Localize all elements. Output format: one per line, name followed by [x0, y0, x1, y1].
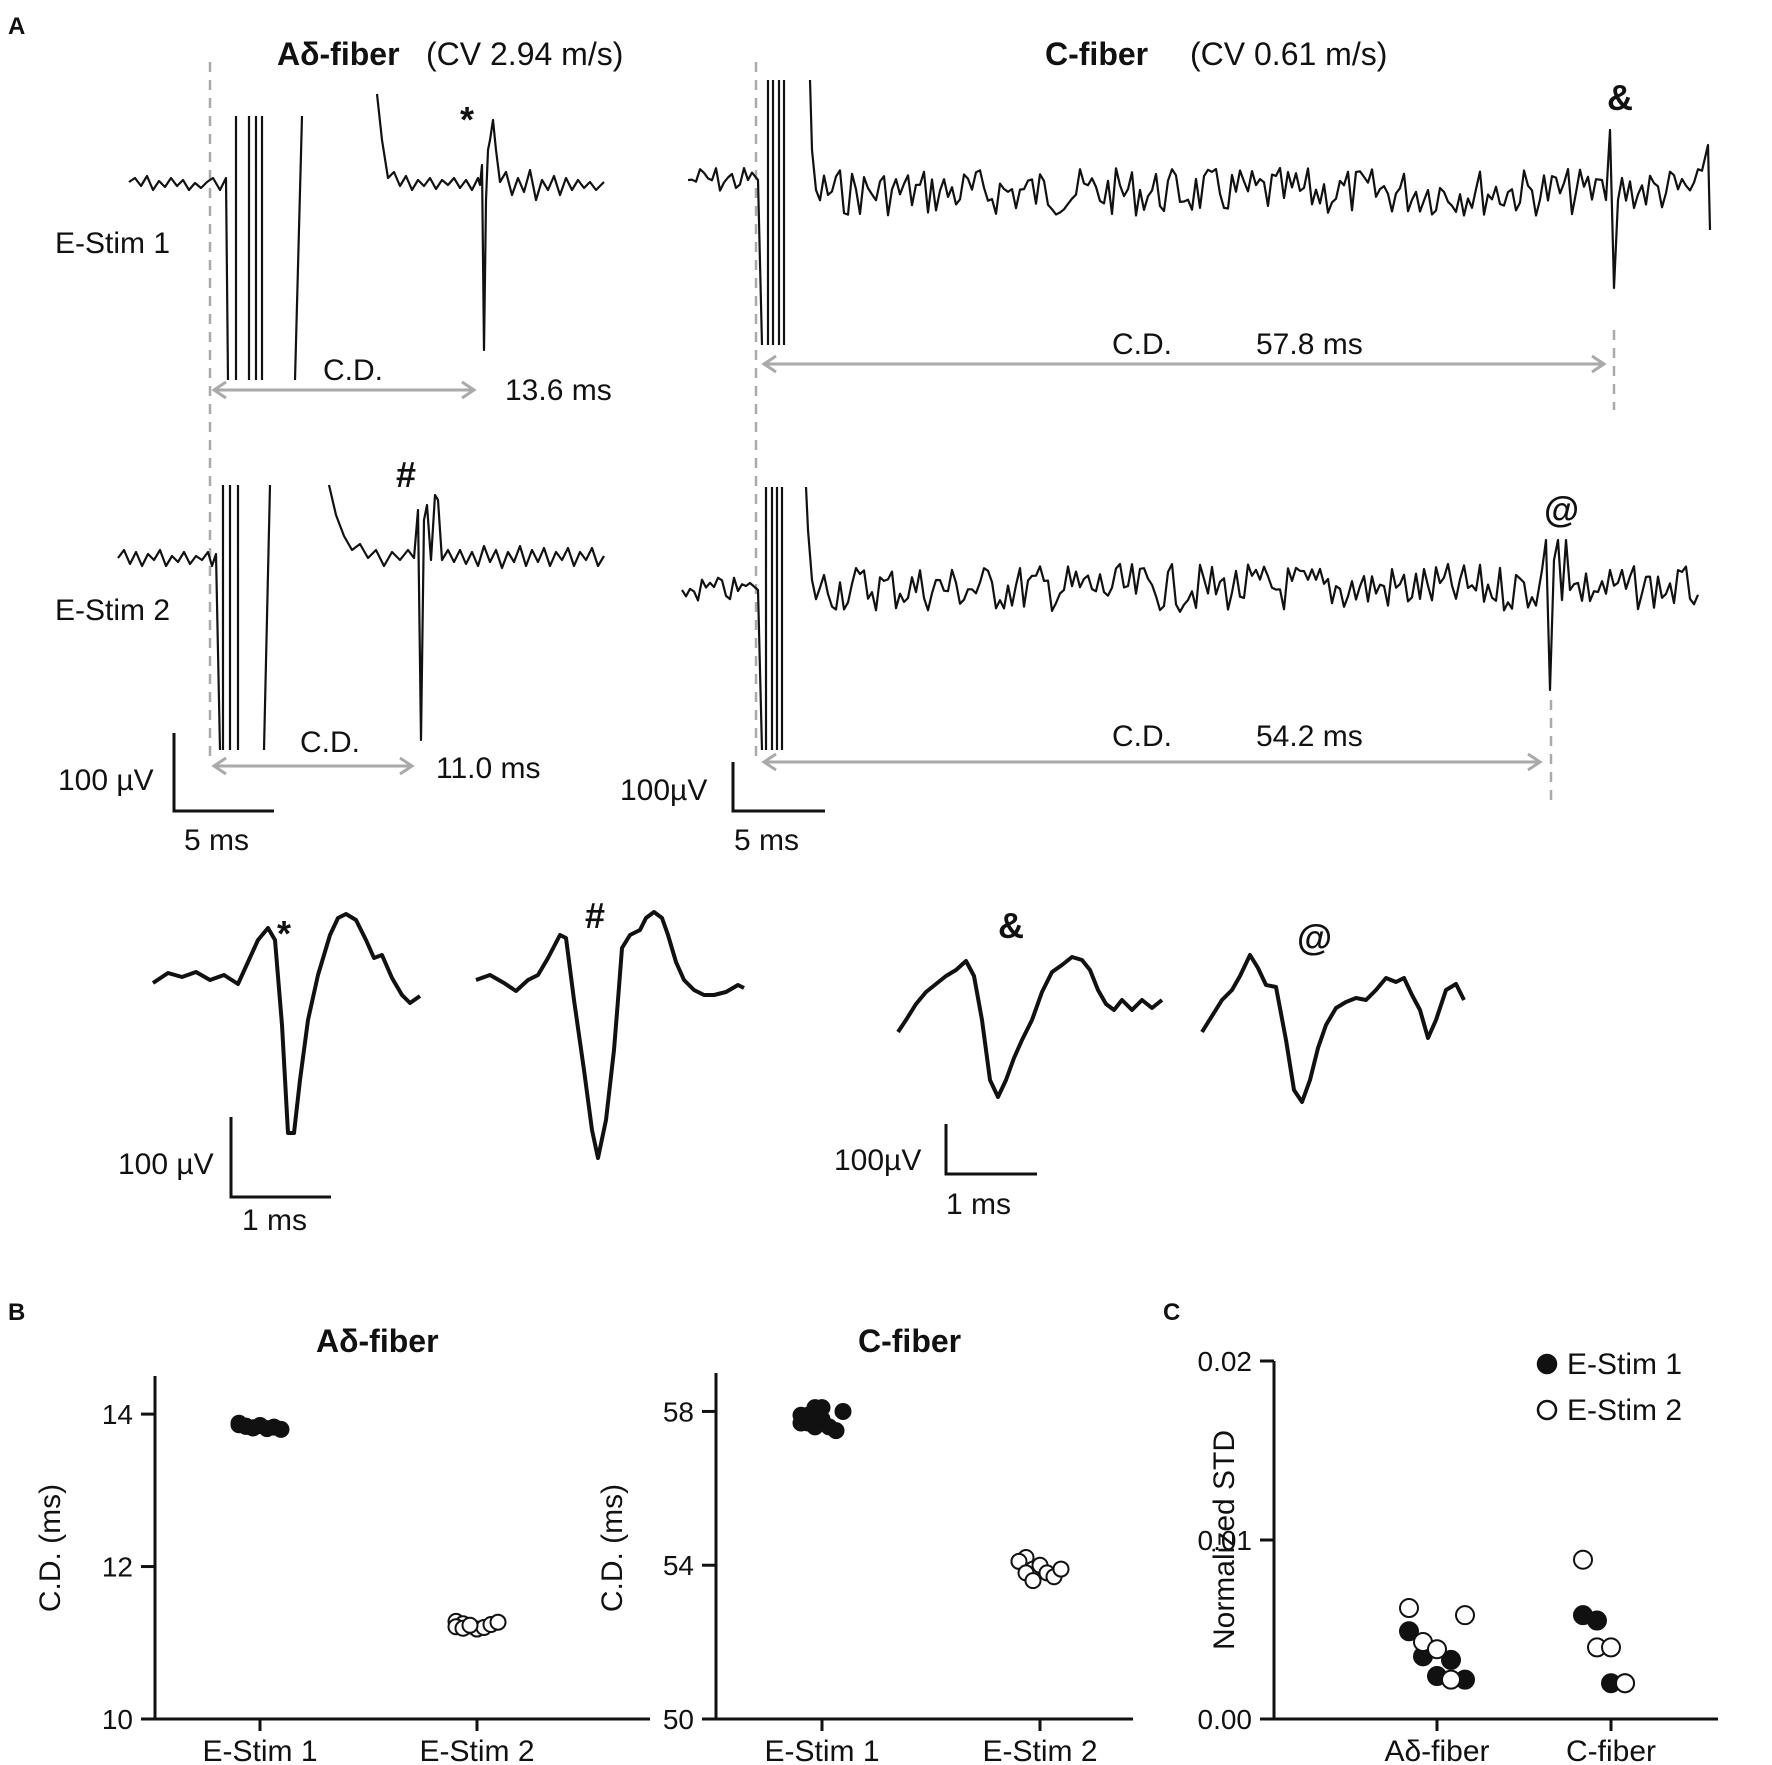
- cfiber-estim2-trace: [681, 486, 1700, 751]
- adelta-point-estim1: [272, 1420, 290, 1438]
- cfiber-scale-time: 5 ms: [734, 824, 799, 857]
- ytick-label: 54: [663, 1550, 694, 1581]
- cfiber-cv: (CV 0.61 m/s): [1190, 36, 1387, 72]
- xtick-label: C-fiber: [1566, 1735, 1656, 1765]
- zoom-adelta-scale-bar: [229, 1117, 331, 1199]
- adelta-scale-bar: [172, 733, 274, 813]
- cfiber-point-estim1: [834, 1402, 852, 1420]
- legend-estim1-swatch: [1536, 1353, 1558, 1375]
- cfiber-point-estim2: [1052, 1560, 1070, 1578]
- adelta-estim1-trace: [128, 93, 605, 381]
- row2-label: E-Stim 2: [55, 594, 170, 627]
- std-point-estim1: [1441, 1649, 1461, 1670]
- zoom-cfiber-scale-bar: [944, 1124, 1037, 1176]
- chart-std-ylabel: Normalized STD: [1208, 1430, 1241, 1650]
- cfiber-cd1-arrow: [761, 354, 1607, 374]
- std-point-estim1: [1399, 1621, 1419, 1642]
- adelta-cv: (CV 2.94 m/s): [426, 36, 623, 72]
- cfiber-cd2-value: 54.2 ms: [1256, 720, 1363, 753]
- std-point-estim2: [1455, 1605, 1475, 1626]
- chart-normalized-std: Normalized STD E-Stim 1 E-Stim 2 0.00 0.0…: [1198, 1346, 1718, 1765]
- chart-cfiber-cd: C-fiber C.D. (ms) 50 54 58 E-Stim 1 E-Stim 2: [596, 1323, 1133, 1765]
- adelta-point-estim2: [489, 1613, 507, 1631]
- ytick-label: 12: [102, 1552, 133, 1583]
- zoom-adelta-scale-time: 1 ms: [242, 1204, 307, 1237]
- adelta-scale-time: 5 ms: [184, 824, 249, 857]
- cfiber-point-estim1: [813, 1399, 831, 1417]
- zoom-waveform-hash: [475, 910, 745, 1160]
- std-point-estim2: [1399, 1598, 1419, 1619]
- std-point-estim2: [1573, 1549, 1593, 1570]
- marker-hash-top: #: [396, 454, 416, 495]
- legend-estim2-label: E-Stim 2: [1567, 1394, 1682, 1427]
- zoom-waveform-star: [151, 912, 422, 1135]
- zoom-cfiber-scale-voltage: 100µV: [834, 1144, 921, 1177]
- xtick-label: E-Stim 1: [202, 1735, 317, 1765]
- row1-label: E-Stim 1: [55, 227, 170, 260]
- adelta-cd1-value: 13.6 ms: [505, 374, 612, 407]
- panel-label-a: A: [8, 13, 25, 40]
- cfiber-cd1-label: C.D.: [1112, 328, 1172, 361]
- cfiber-scale-bar: [731, 762, 825, 813]
- chart-cfiber-axes: [714, 1373, 1133, 1721]
- adelta-cd1-label: C.D.: [323, 354, 383, 387]
- std-point-estim2: [1441, 1669, 1461, 1690]
- cfiber-scale-voltage: 100µV: [620, 774, 707, 807]
- cfiber-estim1-trace: [687, 79, 1712, 346]
- marker-amp-top: &: [1607, 77, 1633, 118]
- adelta-cd2-value: 11.0 ms: [436, 752, 541, 785]
- ytick-label: 58: [663, 1396, 694, 1427]
- std-point-estim1: [1587, 1610, 1607, 1631]
- adelta-cd1-arrow: [211, 380, 477, 400]
- cfiber-cd2-label: C.D.: [1112, 720, 1172, 753]
- zoom-adelta-scale-voltage: 100 µV: [118, 1148, 214, 1181]
- marker-star-top: *: [460, 99, 474, 140]
- adelta-scale-voltage: 100 µV: [58, 764, 154, 797]
- ytick-label: 0.02: [1198, 1346, 1253, 1377]
- ytick-label: 14: [102, 1399, 133, 1430]
- zoom-marker-hash: #: [585, 895, 605, 936]
- cfiber-title: C-fiber: [1045, 36, 1148, 72]
- zoom-cfiber-scale-time: 1 ms: [946, 1188, 1011, 1221]
- chart-adelta-cd: Aδ-fiber C.D. (ms) 10 12 14 E-Stim 1 E-Stim …: [34, 1323, 650, 1765]
- zoom-marker-at: @: [1297, 917, 1332, 958]
- marker-at-top: @: [1544, 489, 1579, 530]
- adelta-cd2-label: C.D.: [300, 726, 360, 759]
- legend-estim1-label: E-Stim 1: [1567, 1348, 1682, 1381]
- zoom-waveform-at: [1200, 953, 1466, 1104]
- xtick-label: Aδ-fiber: [1384, 1735, 1489, 1765]
- cfiber-point-estim1: [827, 1422, 845, 1440]
- ytick-label: 0.00: [1198, 1704, 1253, 1735]
- xtick-label: E-Stim 2: [419, 1735, 534, 1765]
- adelta-estim2-trace: [117, 484, 605, 751]
- panel-label-c: C: [1163, 1299, 1180, 1326]
- cfiber-cd1-value: 57.8 ms: [1256, 328, 1363, 361]
- adelta-title: Aδ-fiber: [277, 36, 400, 72]
- chart-cfiber-ylabel: C.D. (ms): [596, 1484, 629, 1612]
- xtick-label: E-Stim 2: [982, 1735, 1097, 1765]
- adelta-point-estim2: [461, 1616, 479, 1634]
- xtick-label: E-Stim 1: [764, 1735, 879, 1765]
- chart-adelta-ylabel: C.D. (ms): [34, 1484, 67, 1612]
- panel-label-b: B: [8, 1299, 25, 1326]
- cfiber-point-estim1: [806, 1418, 824, 1436]
- std-point-estim2: [1601, 1637, 1621, 1658]
- chart-adelta-axes: [153, 1376, 650, 1721]
- zoom-marker-star: *: [277, 913, 291, 954]
- ytick-label: 10: [102, 1704, 133, 1735]
- cfiber-cd2-arrow: [761, 752, 1543, 772]
- std-point-estim2: [1427, 1639, 1447, 1660]
- adelta-cd2-arrow: [211, 756, 415, 776]
- cfiber-point-estim2: [1024, 1572, 1042, 1590]
- zoom-marker-amp: &: [998, 905, 1024, 946]
- adelta-point-estim1: [244, 1419, 262, 1437]
- legend-estim2-swatch: [1536, 1399, 1558, 1421]
- chart-adelta-title: Aδ-fiber: [316, 1323, 439, 1359]
- chart-cfiber-title: C-fiber: [858, 1323, 961, 1359]
- zoom-waveform-amp: [896, 955, 1164, 1099]
- std-point-estim2: [1615, 1673, 1635, 1694]
- ytick-label: 50: [663, 1704, 694, 1735]
- ytick-label: 0.01: [1198, 1525, 1253, 1556]
